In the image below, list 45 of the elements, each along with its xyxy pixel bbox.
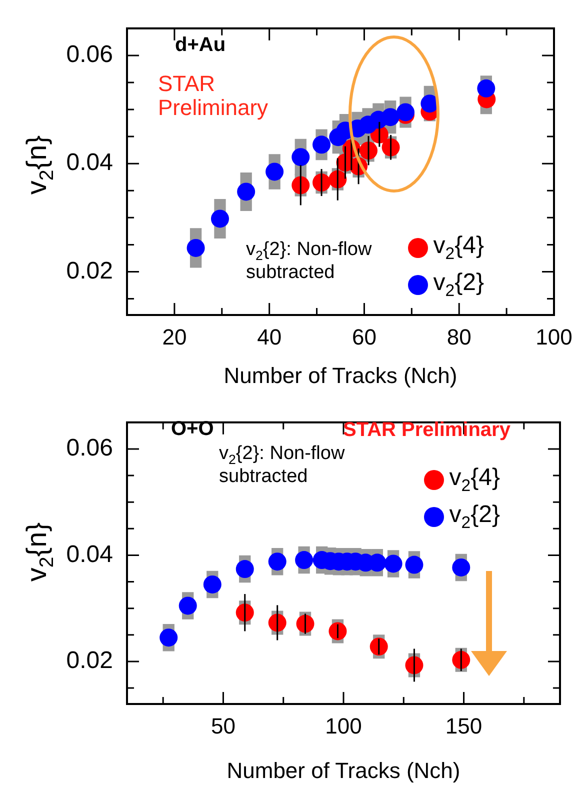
point (236, 560, 254, 578)
x-tick-label: 100 (325, 713, 362, 738)
y-tick-label: 0.04 (66, 540, 113, 568)
point (237, 182, 256, 201)
legend-label: v$_{2}${4} (433, 232, 484, 264)
point (452, 558, 470, 576)
point (381, 108, 400, 126)
point (370, 638, 388, 656)
y-tick-label: 0.02 (66, 257, 113, 284)
x-tick-label: 100 (536, 324, 572, 350)
y-tick-label: 0.02 (66, 647, 113, 674)
x-tick-label: 50 (210, 713, 236, 738)
legend-label: v$_{2}${2} (433, 268, 484, 300)
annotation: d+Au (175, 34, 226, 56)
point (186, 238, 205, 257)
annotation: v$_{2}${2}: Non-flow subtracted (219, 443, 346, 488)
annotation: STAR Preliminary (343, 419, 510, 441)
x-tick-label: 80 (446, 324, 472, 350)
point (420, 94, 439, 113)
x-tick-label: 40 (257, 324, 282, 350)
x-axis-title: Number of Tracks (Nch) (226, 758, 460, 783)
point (268, 552, 286, 571)
point (328, 622, 347, 640)
annotation: STAR Preliminary (158, 71, 270, 120)
point (160, 628, 178, 647)
point (295, 551, 314, 570)
x-tick-label: 60 (352, 324, 376, 350)
y-tick-label: 0.06 (66, 41, 113, 68)
x-tick-label: 20 (162, 324, 187, 350)
annotation: v$_{2}${2}: Non-flow subtracted (246, 239, 373, 284)
y-tick-label: 0.06 (66, 434, 113, 462)
point (203, 575, 222, 594)
point (384, 554, 402, 573)
point (312, 136, 331, 154)
point (405, 556, 424, 574)
x-tick-label: 150 (445, 713, 482, 738)
point (477, 79, 496, 98)
point (292, 148, 310, 166)
y-tick-label: 0.04 (66, 149, 113, 176)
x-axis-title: Number of Tracks (Nch) (224, 362, 458, 388)
point (178, 596, 197, 615)
legend-label: v$_{2}${2} (449, 500, 500, 532)
point (266, 162, 284, 181)
legend-label: v$_{2}${4} (449, 464, 500, 496)
point (210, 210, 229, 228)
